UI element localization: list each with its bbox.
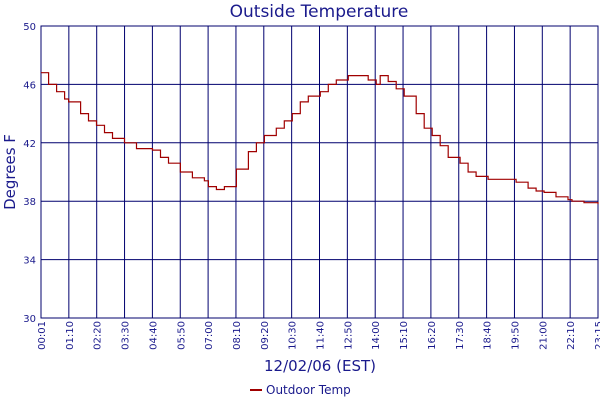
y-tick-label: 30 (23, 314, 36, 325)
x-tick-label: 23:15 (594, 321, 600, 350)
x-tick-label: 10:30 (288, 321, 299, 350)
grid-lines (40, 25, 599, 319)
x-tick-label: 18:40 (483, 321, 494, 350)
x-tick-label: 00:01 (37, 321, 48, 350)
x-tick-label: 15:10 (399, 321, 410, 350)
x-tick-label: 12:50 (343, 321, 354, 350)
plot-border (40, 25, 599, 319)
x-tick-label: 17:30 (455, 321, 466, 350)
x-axis-label: 12/02/06 (EST) (264, 357, 376, 375)
x-tick-label: 19:50 (510, 321, 521, 350)
x-tick-label: 08:10 (232, 321, 243, 350)
x-tick-label: 01:10 (65, 321, 76, 350)
y-axis-ticks: 30 34 38 42 46 50 (23, 22, 36, 325)
x-tick-label: 07:00 (204, 321, 215, 350)
legend-label: Outdoor Temp (266, 383, 351, 397)
plot-area (41, 72, 599, 205)
y-tick-label: 42 (23, 139, 36, 150)
x-tick-label: 16:20 (427, 321, 438, 350)
x-tick-label: 02:20 (93, 321, 104, 350)
y-tick-label: 46 (23, 80, 36, 91)
legend: Outdoor Temp (250, 383, 351, 397)
x-tick-label: 04:40 (148, 321, 159, 350)
y-tick-label: 38 (23, 197, 36, 208)
y-tick-label: 50 (23, 22, 36, 33)
y-tick-label: 34 (23, 256, 36, 267)
x-tick-label: 03:30 (121, 321, 132, 350)
series-line-outdoor-temp (41, 72, 599, 205)
x-tick-label: 21:00 (538, 321, 549, 350)
x-tick-label: 22:10 (566, 321, 577, 350)
x-tick-label: 11:40 (316, 321, 327, 350)
y-axis-label: Degrees F (1, 134, 19, 210)
x-axis-ticks: 00:01 01:10 02:20 03:30 04:40 05:50 07:00 08:10… (37, 321, 600, 350)
x-tick-label: 09:20 (260, 321, 271, 350)
chart-title: Outside Temperature (230, 2, 409, 22)
x-tick-label: 05:50 (176, 321, 187, 350)
x-tick-label: 14:00 (371, 321, 382, 350)
